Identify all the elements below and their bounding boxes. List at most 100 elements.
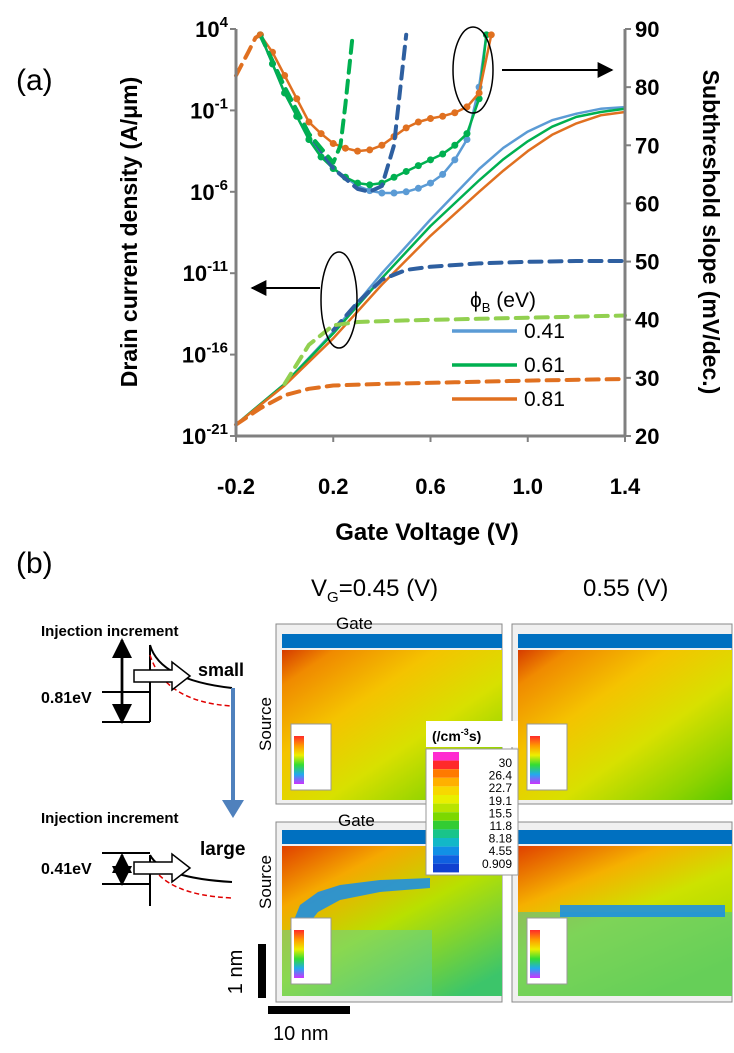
source-label-top: Source — [256, 697, 275, 751]
series-point-8 — [451, 109, 459, 117]
series-point-8 — [293, 95, 301, 103]
series-point-8 — [439, 112, 447, 120]
colorbar-stripe — [433, 769, 459, 778]
y-right-ticks: 90 80 70 60 50 40 30 20 — [625, 17, 659, 449]
plot-area — [234, 31, 627, 427]
colorbar-stripe — [433, 777, 459, 787]
band-curve-top-dashed — [149, 654, 233, 707]
legend-label: 0.41 — [524, 320, 565, 343]
series-point-7 — [475, 95, 483, 103]
colorbar-unit-sup: -3 — [461, 727, 469, 737]
y-right-tick-label: 40 — [635, 308, 659, 333]
right-axis-group-ellipse — [452, 26, 494, 114]
y-left-tick-label: 10-1 — [190, 95, 228, 123]
series-point-8 — [402, 124, 410, 132]
colorbar-tick-label: 15.5 — [489, 806, 513, 820]
series-point-6 — [378, 189, 386, 197]
colorbar-tick-label: 30 — [499, 756, 513, 770]
x-tick-label: -0.2 — [217, 474, 255, 499]
source-label-bottom: Source — [256, 855, 275, 909]
series-line-11 — [234, 32, 263, 78]
y-left-tick-label: 104 — [195, 14, 228, 42]
map-top-right — [511, 623, 733, 805]
vg-prefix: V — [311, 575, 327, 602]
legend-label: 0.81 — [524, 388, 565, 411]
series-line-3 — [331, 259, 627, 333]
series-point-8 — [463, 103, 471, 111]
injection-arrow-bottom — [133, 852, 192, 884]
scale-bar-horizontal — [268, 1006, 350, 1014]
x-axis-title: Gate Voltage (V) — [335, 519, 519, 546]
y-right-tick-label: 30 — [635, 366, 659, 391]
colorbar-unit-pre: (/cm — [432, 728, 461, 744]
colorbar-tick-label: 26.4 — [489, 769, 513, 783]
injection-label-top: Injection increment — [41, 623, 179, 640]
series-point-8 — [305, 118, 313, 126]
series-point-8 — [475, 89, 483, 97]
series-point-7 — [451, 141, 459, 149]
colorbar-stripe — [433, 829, 459, 838]
series-point-6 — [402, 188, 410, 196]
injection-arrow-top — [133, 660, 192, 692]
series-point-6 — [451, 156, 459, 164]
y-left-tick-label: 10-11 — [183, 258, 228, 286]
series-line-5 — [234, 377, 627, 427]
col2-title: 0.55 (V) — [583, 575, 668, 602]
series-point-7 — [390, 173, 398, 181]
vg-value: =0.45 (V) — [339, 575, 438, 602]
colorbar-stripe — [433, 752, 459, 761]
colorbar-tick-label: 0.909 — [482, 857, 512, 871]
series-point-8 — [378, 141, 386, 149]
gate-label-bottom: Gate — [338, 811, 375, 830]
legend-rows: 0.41 0.61 0.81 — [452, 320, 565, 411]
series-point-7 — [305, 135, 313, 143]
scale-bar-vertical — [258, 944, 266, 998]
series-point-6 — [439, 170, 447, 178]
colorbar-unit: (/cm-3s) — [432, 727, 481, 744]
series-line-9 — [258, 32, 409, 194]
colorbar-stripe — [433, 760, 459, 770]
series-point-7 — [463, 130, 471, 138]
colorbar-stripe — [433, 820, 459, 830]
colorbar-tick-label: 22.7 — [489, 781, 513, 795]
y-left-tick-label: 10-16 — [182, 340, 228, 368]
y-right-tick-label: 80 — [635, 75, 659, 100]
y-right-tick-label: 70 — [635, 133, 659, 158]
x-tick-label: 0.6 — [415, 474, 446, 499]
gate-bar — [518, 634, 732, 648]
panel-b-label: (b) — [16, 547, 53, 580]
channel-band — [290, 878, 430, 935]
series-line-1 — [234, 107, 627, 426]
map-bottom-right — [511, 821, 733, 1003]
band-curve-bottom-dashed — [149, 861, 233, 899]
legend-sub: B — [482, 300, 491, 315]
series-point-6 — [414, 184, 422, 192]
y-right-tick-label: 60 — [635, 191, 659, 216]
colorbar-stripes — [433, 752, 459, 873]
x-tick-label: 1.4 — [610, 474, 641, 499]
scale-label-horizontal: 10 nm — [273, 1023, 329, 1045]
series-point-8 — [427, 115, 434, 123]
left-axis-group-ellipse — [320, 251, 358, 349]
colorbar-stripe — [433, 855, 459, 864]
scale-label-vertical: 1 nm — [225, 950, 247, 994]
legend: ϕB (eV) 0.41 0.61 0.81 — [452, 289, 565, 411]
vg-column-title: VG=0.45 (V) — [311, 575, 438, 606]
colorbar-stripe — [433, 786, 459, 795]
large-label: large — [200, 839, 245, 860]
x-tick-label: 1.0 — [512, 474, 543, 499]
colorbar-unit-post: s) — [469, 728, 481, 744]
y-left-axis-title: Drain current density (A/μm) — [116, 77, 142, 388]
y-left-tick-label: 10-21 — [182, 421, 228, 449]
barrier-label-top: 0.81eV — [41, 690, 92, 707]
x-ticks: -0.2 0.2 0.6 1.0 1.4 — [217, 436, 641, 499]
y-left-tick-label: 10-6 — [190, 177, 228, 205]
band-diagram-top: Injection increment 0.81eV small — [41, 623, 244, 724]
gate-bar — [518, 830, 732, 844]
connector-arrowhead — [222, 800, 244, 818]
series-point-7 — [317, 153, 325, 161]
colorbar-stripe — [433, 795, 459, 804]
colorbar-tick-label: 4.55 — [489, 844, 513, 858]
